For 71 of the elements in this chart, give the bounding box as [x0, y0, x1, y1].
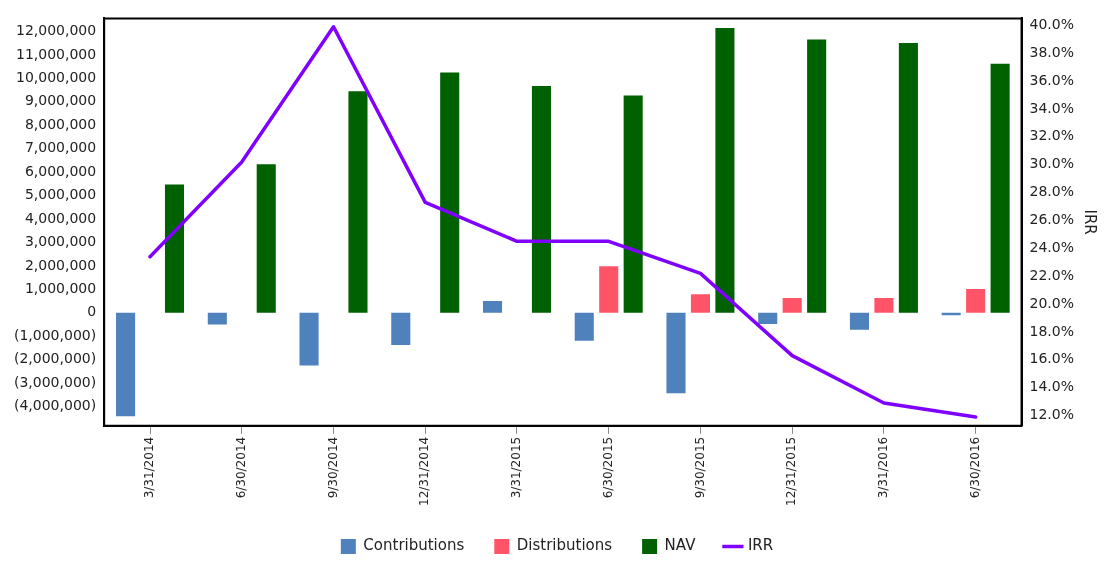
bar	[807, 39, 827, 313]
y-tick-label: 2,000,000	[24, 256, 97, 273]
bar	[715, 28, 735, 313]
legend-label: NAV	[664, 536, 697, 555]
bar	[966, 288, 986, 313]
bar	[849, 312, 869, 330]
bar	[116, 312, 136, 417]
y2-tick-label: 14.0%	[1029, 378, 1075, 395]
bar	[758, 312, 778, 325]
bar	[666, 312, 686, 394]
y2-tick-label: 20.0%	[1029, 294, 1075, 311]
y2-tick-label: 24.0%	[1029, 238, 1075, 255]
x-tick-label: 6/30/2014	[233, 436, 248, 499]
bar	[898, 43, 918, 313]
x-tick-label: 6/30/2016	[967, 436, 982, 499]
y-tick-label: 4,000,000	[24, 209, 97, 226]
bar	[299, 312, 319, 366]
bar	[164, 184, 185, 313]
bar	[391, 312, 411, 345]
y-tick-label: (1,000,000)	[13, 326, 97, 343]
bar	[874, 298, 894, 313]
y-tick-label: 12,000,000	[16, 22, 97, 39]
y2-tick-label: 30.0%	[1029, 155, 1075, 172]
legend-label: IRR	[747, 536, 774, 555]
bar	[348, 91, 368, 313]
x-tick-label: 3/31/2015	[509, 436, 524, 499]
bar	[574, 312, 594, 341]
bar	[782, 298, 802, 313]
x-tick-label: 12/31/2014	[417, 436, 432, 507]
x-tick-label: 9/30/2014	[325, 436, 340, 499]
bar	[482, 301, 503, 313]
y2-tick-label: 12.0%	[1029, 406, 1075, 423]
y-tick-label: 10,000,000	[16, 69, 97, 86]
y2-tick-label: 32.0%	[1029, 127, 1075, 144]
y2-tick-label: 18.0%	[1029, 322, 1075, 339]
legend-label: Contributions	[363, 536, 465, 555]
bar	[599, 266, 619, 313]
bar	[623, 95, 643, 313]
bar	[531, 85, 551, 313]
y2-tick-label: 38.0%	[1029, 43, 1075, 60]
y2-axis-title: IRR	[1081, 209, 1100, 235]
bar	[440, 72, 460, 313]
y-tick-label: 5,000,000	[24, 186, 97, 203]
x-tick-label: 9/30/2015	[692, 436, 707, 499]
y-tick-label: 1,000,000	[24, 280, 97, 297]
y-tick-label: 0	[87, 303, 97, 320]
y-tick-label: (2,000,000)	[13, 350, 97, 367]
bar	[990, 63, 1010, 313]
x-tick-label: 3/31/2016	[876, 436, 891, 499]
y2-tick-label: 22.0%	[1029, 266, 1075, 283]
bar	[207, 312, 227, 325]
y-tick-label: 7,000,000	[24, 139, 97, 156]
y2-tick-label: 40.0%	[1029, 16, 1075, 33]
x-tick-label: 6/30/2015	[600, 436, 615, 499]
legend-label: Distributions	[516, 536, 613, 555]
y-tick-label: 8,000,000	[24, 115, 97, 132]
y2-tick-label: 28.0%	[1029, 183, 1075, 200]
bar	[256, 164, 276, 313]
y2-tick-label: 34.0%	[1029, 99, 1075, 116]
bar	[690, 294, 710, 313]
x-tick-label: 3/31/2014	[142, 436, 157, 499]
y-tick-label: 11,000,000	[16, 45, 97, 62]
y-tick-label: 3,000,000	[24, 233, 97, 250]
y-tick-label: (3,000,000)	[13, 373, 97, 390]
y-tick-label: 9,000,000	[24, 92, 97, 109]
x-tick-label: 12/31/2015	[784, 436, 799, 507]
y2-tick-label: 26.0%	[1029, 211, 1075, 228]
y2-tick-label: 36.0%	[1029, 71, 1075, 88]
y-tick-label: 6,000,000	[24, 162, 97, 179]
y-tick-label: (4,000,000)	[13, 397, 97, 414]
y2-tick-label: 16.0%	[1029, 350, 1075, 367]
